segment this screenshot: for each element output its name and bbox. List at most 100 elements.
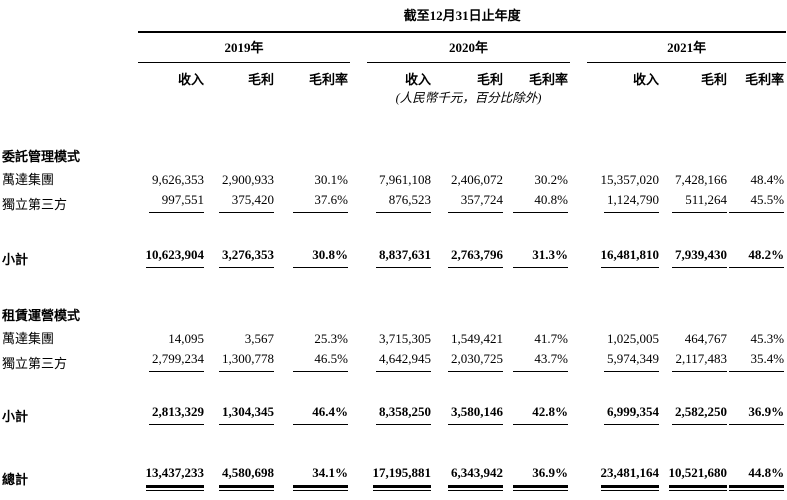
cell-value: 17,195,881 (372, 465, 431, 491)
cell-value: 1,124,790 (604, 192, 659, 213)
cell-value: 997,551 (149, 192, 204, 213)
cell-value: 511,264 (672, 192, 727, 213)
table-row: 小計 10,623,904 3,276,353 30.8% 8,837,631 … (0, 247, 786, 268)
cell-value: 4,580,698 (219, 465, 274, 491)
cell-value: 6,999,354 (604, 404, 659, 425)
subtotal-label: 小計 (2, 409, 29, 425)
unit-note: (人民幣千元，百分比除外) (395, 91, 542, 105)
cell-value: 10,623,904 (145, 247, 204, 268)
cell-value: 23,481,164 (600, 465, 659, 491)
cell-value: 30.2% (534, 172, 568, 188)
cell-value: 1,025,005 (607, 331, 659, 347)
cell-value: 48.4% (750, 172, 785, 188)
column-header-gross-profit: 毛利 (700, 72, 727, 88)
cell-value: 2,813,329 (149, 404, 204, 425)
cell-value: 46.4% (293, 404, 348, 425)
cell-value: 357,724 (448, 192, 503, 213)
column-header-margin: 毛利率 (308, 72, 348, 88)
cell-value: 10,521,680 (668, 465, 727, 491)
cell-value: 42.8% (513, 404, 568, 425)
cell-value: 31.3% (513, 247, 568, 268)
cell-value: 41.7% (534, 331, 568, 347)
table-row: 總計 13,437,233 4,580,698 34.1% 17,195,881… (0, 463, 786, 491)
cell-value: 8,837,631 (376, 247, 431, 268)
column-header-gross-profit: 毛利 (476, 72, 503, 88)
row-label: 獨立第三方 (2, 356, 68, 372)
cell-value: 5,974,349 (604, 351, 659, 372)
cell-value: 35.4% (729, 351, 785, 372)
total-label: 總計 (2, 472, 29, 488)
cell-value: 7,939,430 (672, 247, 727, 268)
row-label: 萬達集團 (2, 172, 55, 188)
subtotal-label: 小計 (2, 252, 29, 268)
cell-value: 2,900,933 (222, 172, 274, 188)
cell-value: 14,095 (168, 331, 204, 347)
cell-value: 1,300,778 (219, 351, 274, 372)
cell-value: 44.8% (729, 465, 785, 491)
cell-value: 34.1% (293, 465, 348, 491)
cell-value: 36.9% (729, 404, 785, 425)
column-header-revenue: 收入 (404, 72, 431, 88)
cell-value: 30.1% (314, 172, 348, 188)
cell-value: 30.8% (293, 247, 348, 268)
cell-value: 40.8% (513, 192, 568, 213)
revenue-gross-profit-table: 截至12月31日止年度 2019年 2020年 2021年 收入 毛利 毛利率 … (0, 6, 787, 491)
table-row: 委託管理模式 (0, 142, 786, 165)
column-header-margin: 毛利率 (745, 72, 785, 88)
cell-value: 6,343,942 (448, 465, 503, 491)
table-row: 獨立第三方 2,799,234 1,300,778 46.5% 4,642,94… (0, 347, 786, 372)
cell-value: 25.3% (314, 331, 348, 347)
cell-value: 1,549,421 (451, 331, 503, 347)
year-header-2021: 2021年 (587, 32, 787, 63)
cell-value: 1,304,345 (219, 404, 274, 425)
cell-value: 464,767 (684, 331, 727, 347)
cell-value: 37.6% (293, 192, 348, 213)
table-row: 收入 毛利 毛利率 收入 毛利 毛利率 收入 毛利 毛利率 (0, 62, 786, 88)
table-title: 截至12月31日止年度 (138, 6, 787, 33)
table-row: 萬達集團 14,095 3,567 25.3% 3,715,305 1,549,… (0, 324, 786, 347)
year-header-2020: 2020年 (367, 32, 570, 63)
cell-value: 876,523 (376, 192, 431, 213)
row-label: 萬達集團 (2, 331, 55, 347)
cell-value: 2,582,250 (672, 404, 727, 425)
column-header-revenue: 收入 (177, 72, 204, 88)
table-row: 截至12月31日止年度 (0, 6, 787, 33)
year-header-2019: 2019年 (138, 32, 350, 63)
cell-value: 45.5% (729, 192, 785, 213)
cell-value: 2,763,796 (448, 247, 503, 268)
cell-value: 16,481,810 (600, 247, 659, 268)
cell-value: 3,567 (244, 331, 274, 347)
cell-value: 48.2% (729, 247, 785, 268)
cell-value: 7,428,166 (675, 172, 727, 188)
cell-value: 13,437,233 (145, 465, 204, 491)
cell-value: 43.7% (513, 351, 568, 372)
cell-value: 9,626,353 (152, 172, 204, 188)
row-label: 獨立第三方 (2, 197, 68, 213)
cell-value: 45.3% (750, 331, 785, 347)
cell-value: 375,420 (219, 192, 274, 213)
cell-value: 2,117,483 (672, 351, 727, 372)
table-row: 萬達集團 9,626,353 2,900,933 30.1% 7,961,108… (0, 165, 786, 188)
cell-value: 8,358,250 (376, 404, 431, 425)
cell-value: 2,799,234 (149, 351, 204, 372)
column-header-revenue: 收入 (632, 72, 659, 88)
cell-value: 3,580,146 (448, 404, 503, 425)
table-row: 2019年 2020年 2021年 (0, 32, 787, 63)
cell-value: 2,406,072 (451, 172, 503, 188)
section-header-entrusted-management: 委託管理模式 (2, 149, 81, 165)
cell-value: 36.9% (513, 465, 568, 491)
cell-value: 46.5% (293, 351, 348, 372)
table-row: 租賃運營模式 (0, 301, 786, 324)
table-row: 獨立第三方 997,551 375,420 37.6% 876,523 357,… (0, 188, 786, 213)
cell-value: 3,715,305 (379, 331, 431, 347)
table-row: 小計 2,813,329 1,304,345 46.4% 8,358,250 3… (0, 404, 786, 425)
cell-value: 15,357,020 (600, 172, 660, 188)
column-header-gross-profit: 毛利 (247, 72, 274, 88)
cell-value: 3,276,353 (219, 247, 274, 268)
column-header-margin: 毛利率 (528, 72, 568, 88)
table-row: (人民幣千元，百分比除外) (0, 88, 786, 108)
cell-value: 4,642,945 (376, 351, 431, 372)
section-header-leasing-operation: 租賃運營模式 (2, 308, 81, 324)
cell-value: 2,030,725 (448, 351, 503, 372)
